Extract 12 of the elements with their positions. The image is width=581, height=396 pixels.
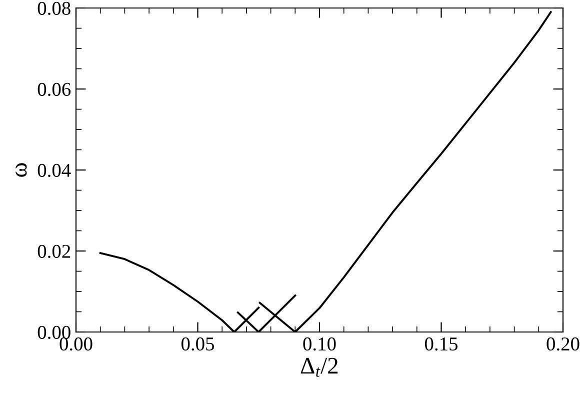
y-tick-label: 0.06 bbox=[38, 82, 71, 96]
y-axis-title: ω bbox=[15, 163, 27, 177]
y-tick-label: 0.08 bbox=[38, 2, 70, 16]
x-tick-label: 0.05 bbox=[181, 337, 214, 351]
x-tick-label: 0.15 bbox=[424, 337, 458, 351]
x-tick-label: 0.20 bbox=[546, 337, 580, 351]
x-tick-label: 0.00 bbox=[60, 337, 92, 351]
y-tick-label: 0.02 bbox=[38, 244, 70, 258]
x-axis-title: Δ$_{t}$/2 bbox=[300, 358, 338, 377]
y-tick-label: 0.00 bbox=[38, 326, 70, 340]
y-tick-label: 0.04 bbox=[38, 164, 71, 178]
x-tick-label: 0.10 bbox=[303, 337, 336, 351]
